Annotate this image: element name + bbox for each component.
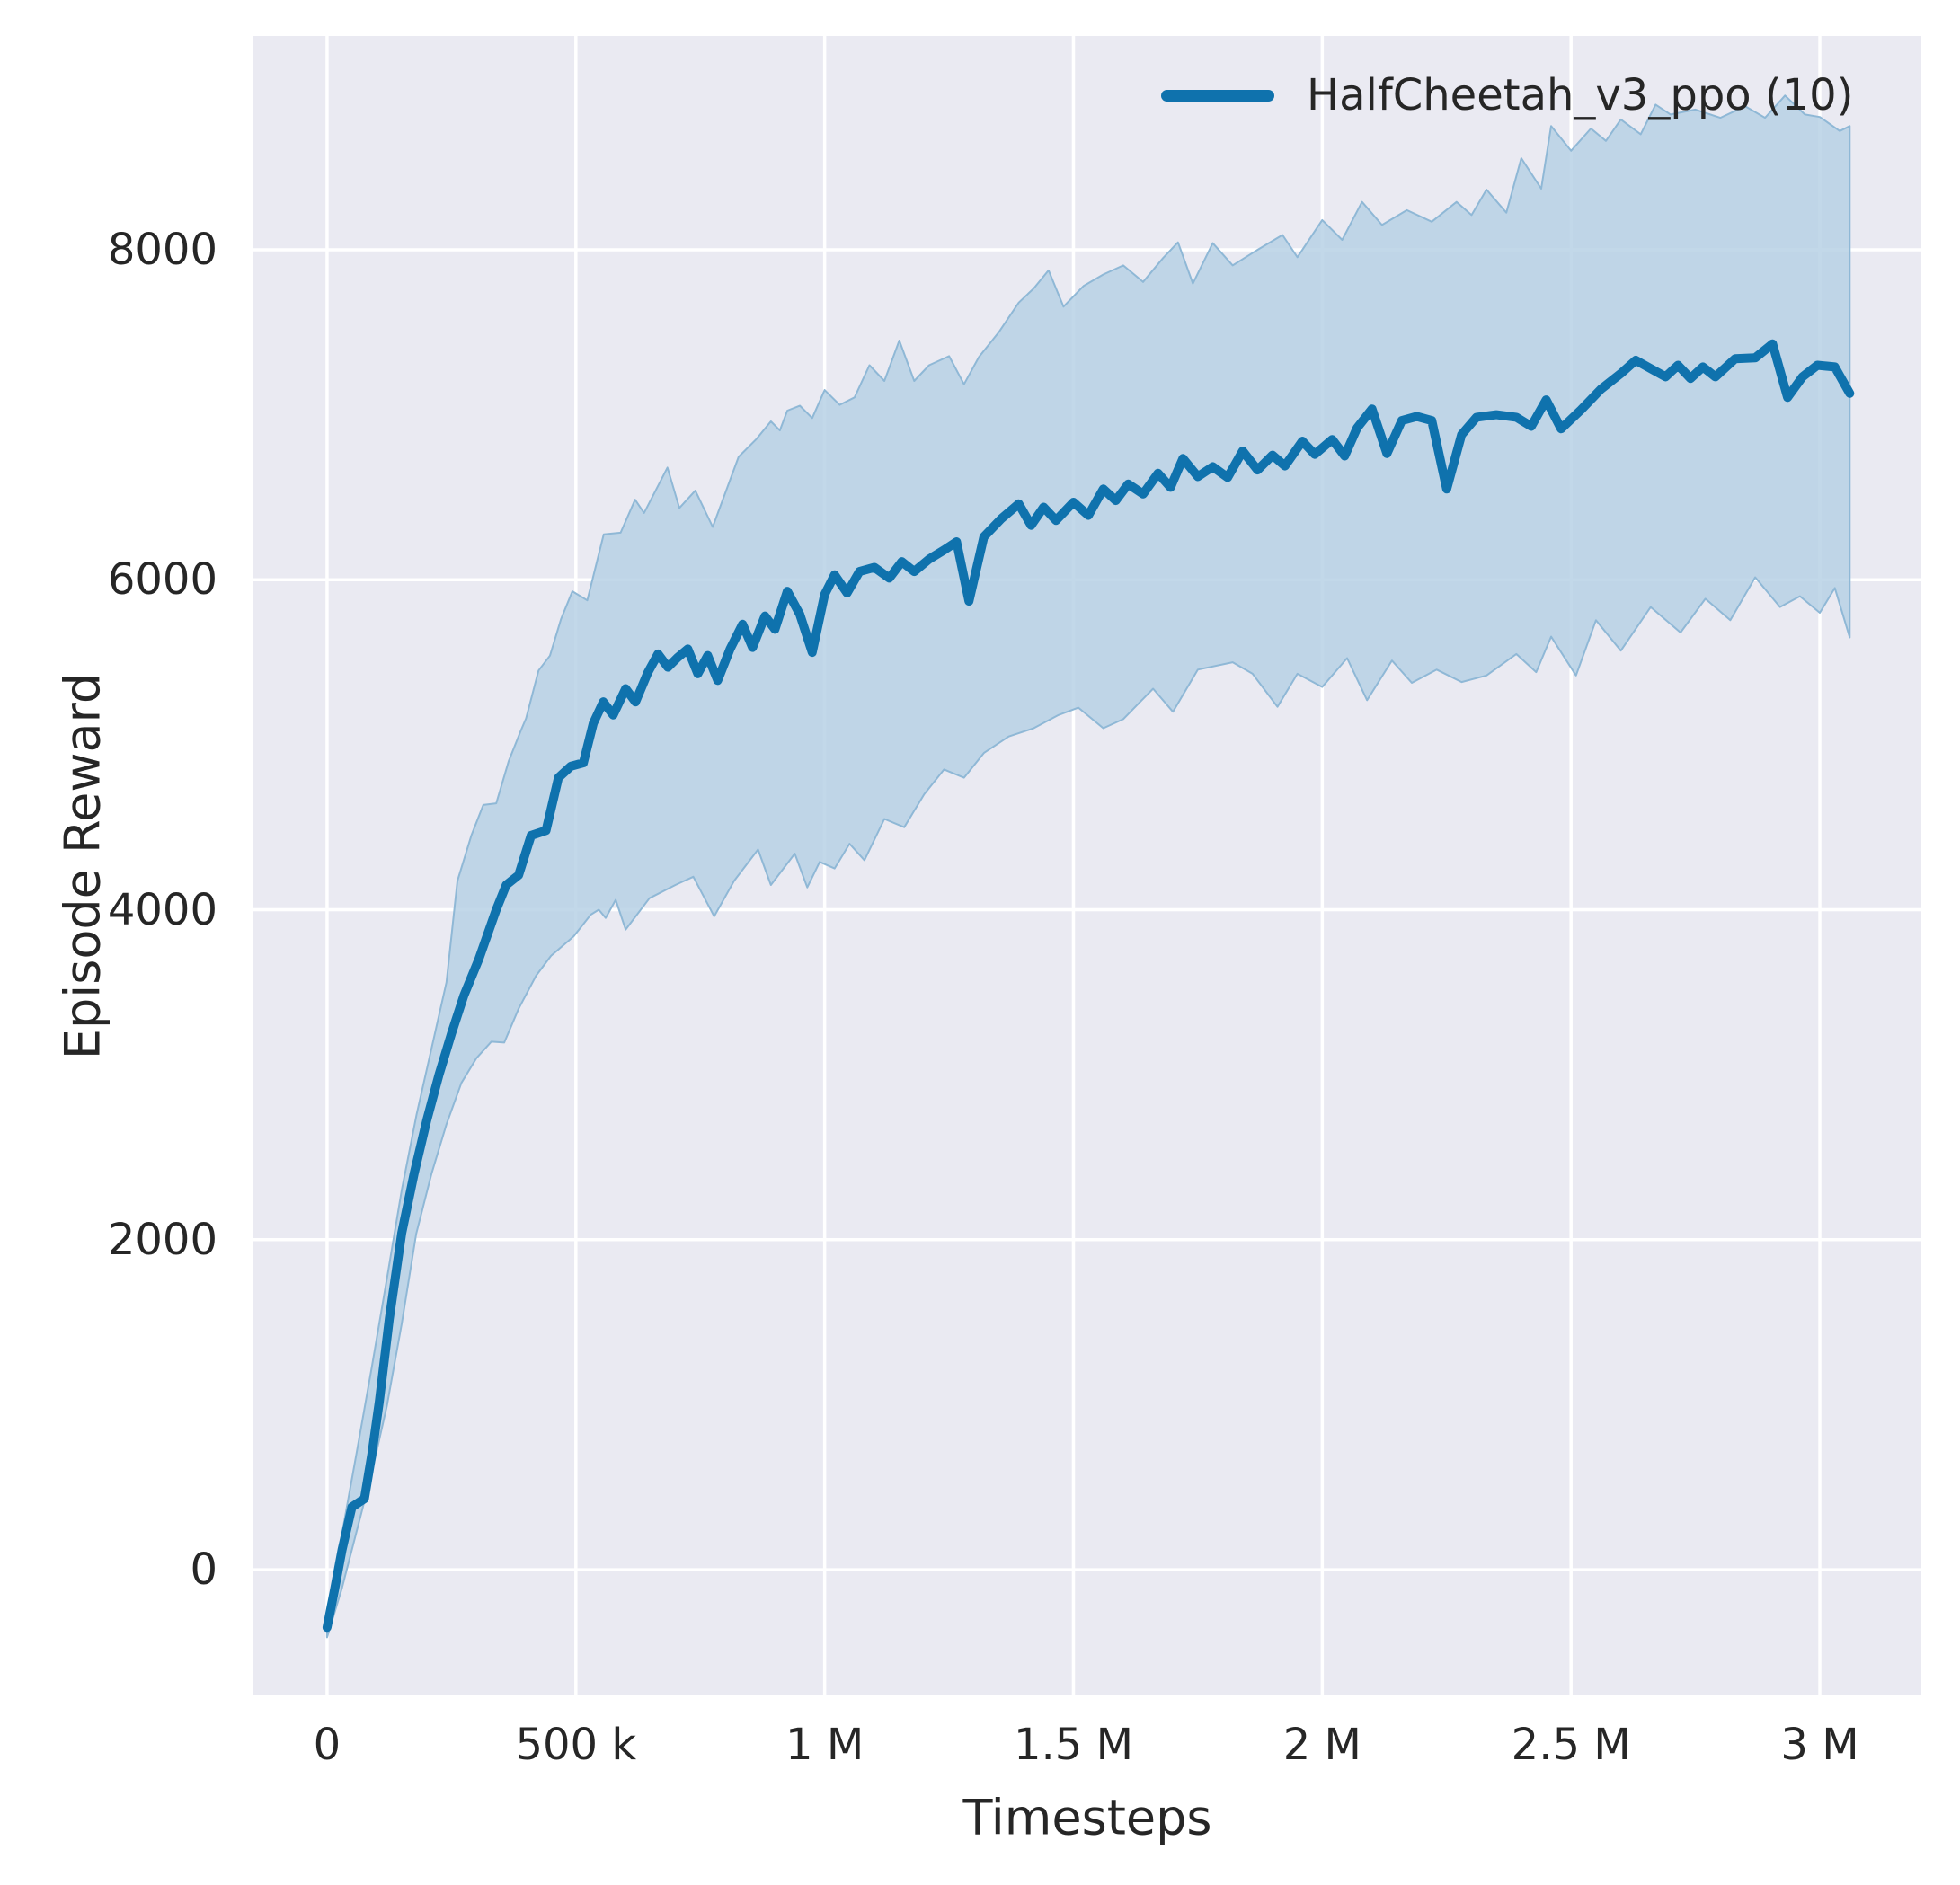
legend-line-swatch <box>1161 89 1274 102</box>
confidence-band <box>325 94 1851 1639</box>
y-tick-label-0: 0 <box>190 1544 217 1596</box>
x-tick-label-3M: 3 M <box>1780 1720 1859 1770</box>
legend-series-label: HalfCheetah_v3_ppo (10) <box>1307 70 1854 120</box>
legend: HalfCheetah_v3_ppo (10) <box>1161 70 1853 120</box>
y-axis-label: Episode Reward <box>54 672 111 1059</box>
y-tick-label-2000: 2000 <box>107 1214 217 1265</box>
y-tick-label-8000: 8000 <box>107 224 217 275</box>
x-tick-label-0: 0 <box>313 1720 341 1770</box>
x-tick-label-500k: 500 k <box>515 1720 637 1770</box>
x-tick-label-2.5M: 2.5 M <box>1511 1720 1631 1770</box>
x-axis-label: Timesteps <box>962 1789 1212 1846</box>
mean-reward-line <box>322 339 1855 1633</box>
x-tick-label-2M: 2 M <box>1282 1720 1361 1770</box>
y-tick-label-6000: 6000 <box>107 554 217 606</box>
x-tick-label-1M: 1 M <box>785 1720 865 1770</box>
y-tick-label-4000: 4000 <box>107 884 217 935</box>
x-tick-label-1.5M: 1.5 M <box>1013 1720 1133 1770</box>
